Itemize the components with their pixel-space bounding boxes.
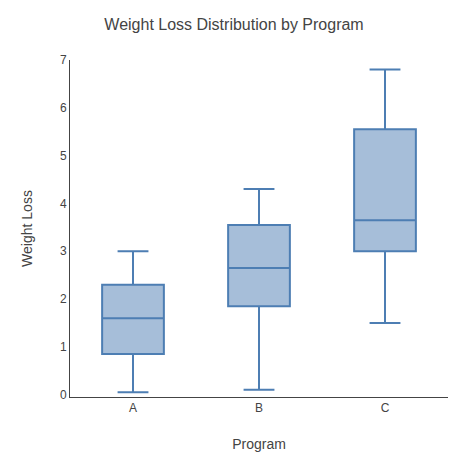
svg-text:7: 7 [60,53,67,67]
svg-text:A: A [129,401,137,415]
svg-text:1: 1 [60,340,67,354]
svg-text:0: 0 [60,388,67,402]
svg-text:C: C [381,401,390,415]
svg-text:Weight Loss: Weight Loss [19,190,35,267]
svg-text:Program: Program [232,436,286,452]
svg-text:4: 4 [60,197,67,211]
svg-text:3: 3 [60,244,67,258]
svg-text:2: 2 [60,292,67,306]
svg-text:Weight Loss Distribution by Pr: Weight Loss Distribution by Program [104,16,363,33]
svg-text:5: 5 [60,149,67,163]
svg-text:6: 6 [60,101,67,115]
svg-text:B: B [255,401,263,415]
